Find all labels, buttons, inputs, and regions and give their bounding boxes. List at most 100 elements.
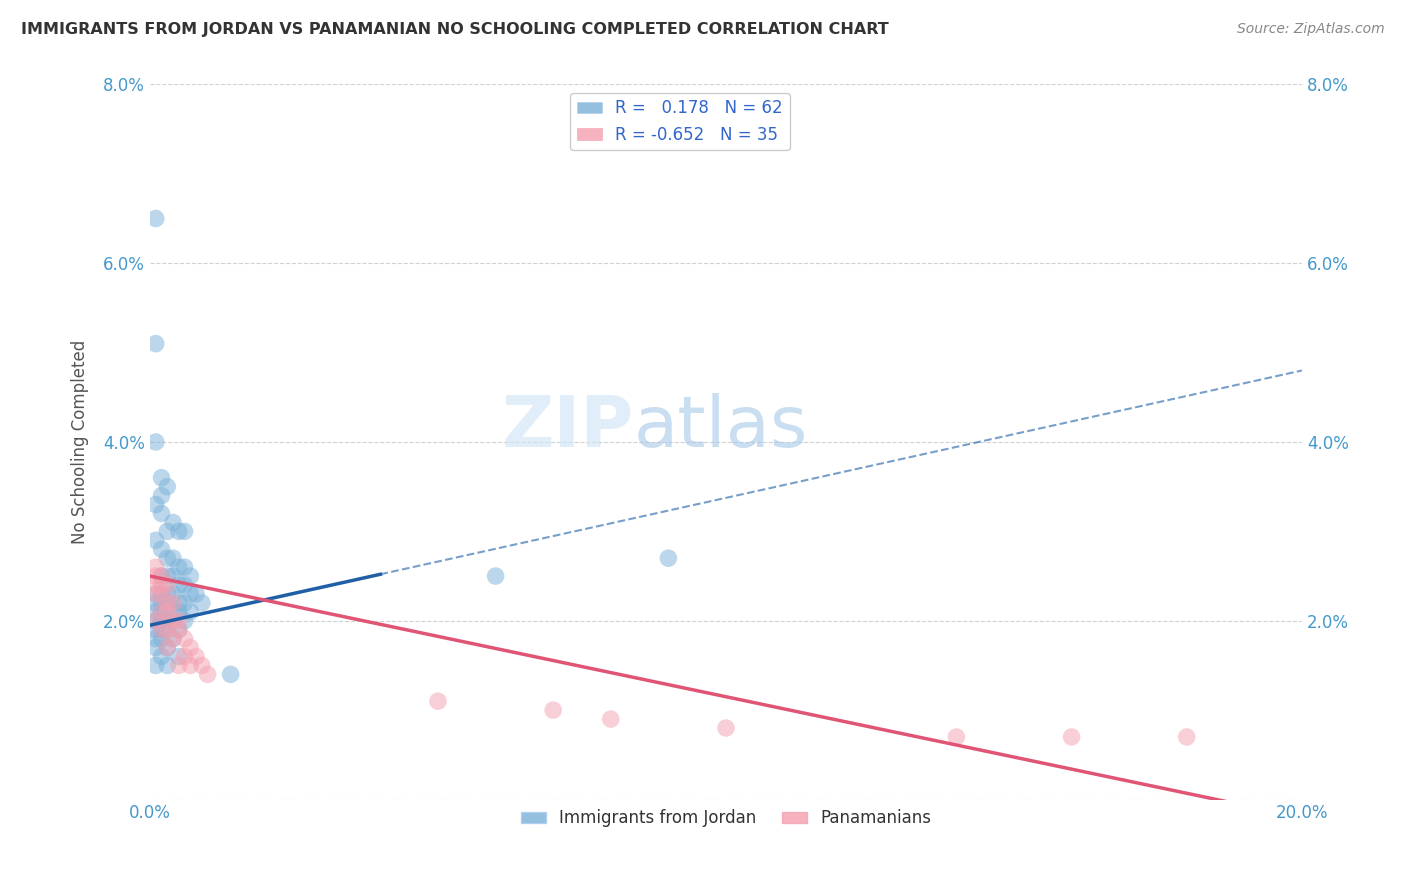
Point	[156, 480, 179, 494]
Point	[167, 560, 190, 574]
Point	[156, 623, 179, 637]
Point	[541, 703, 564, 717]
Point	[145, 614, 167, 628]
Point	[150, 605, 173, 619]
Point	[156, 614, 179, 628]
Point	[145, 336, 167, 351]
Point	[156, 587, 179, 601]
Point	[162, 587, 184, 601]
Point	[179, 587, 201, 601]
Text: Source: ZipAtlas.com: Source: ZipAtlas.com	[1237, 22, 1385, 37]
Point	[150, 623, 173, 637]
Point	[162, 605, 184, 619]
Point	[162, 632, 184, 646]
Point	[179, 569, 201, 583]
Point	[162, 569, 184, 583]
Point	[156, 640, 179, 655]
Point	[167, 649, 190, 664]
Point	[167, 614, 190, 628]
Text: atlas: atlas	[634, 393, 808, 462]
Point	[162, 516, 184, 530]
Point	[150, 471, 173, 485]
Text: IMMIGRANTS FROM JORDAN VS PANAMANIAN NO SCHOOLING COMPLETED CORRELATION CHART: IMMIGRANTS FROM JORDAN VS PANAMANIAN NO …	[21, 22, 889, 37]
Point	[167, 578, 190, 592]
Point	[145, 596, 167, 610]
Point	[162, 632, 184, 646]
Point	[145, 578, 167, 592]
Point	[167, 623, 190, 637]
Point	[145, 614, 167, 628]
Point	[150, 649, 173, 664]
Point	[150, 507, 173, 521]
Point	[167, 623, 190, 637]
Point	[167, 524, 190, 539]
Point	[179, 640, 201, 655]
Point	[173, 614, 195, 628]
Text: ZIP: ZIP	[502, 393, 634, 462]
Point	[657, 551, 679, 566]
Point	[191, 596, 214, 610]
Point	[145, 434, 167, 449]
Point	[184, 649, 207, 664]
Point	[150, 632, 173, 646]
Point	[162, 614, 184, 628]
Point	[173, 560, 195, 574]
Point	[167, 658, 190, 673]
Point	[184, 587, 207, 601]
Y-axis label: No Schooling Completed: No Schooling Completed	[72, 340, 89, 544]
Point	[150, 596, 173, 610]
Point	[145, 632, 167, 646]
Point	[1060, 730, 1083, 744]
Point	[150, 623, 173, 637]
Point	[145, 658, 167, 673]
Point	[156, 605, 179, 619]
Point	[197, 667, 219, 681]
Point	[150, 569, 173, 583]
Point	[145, 569, 167, 583]
Point	[179, 605, 201, 619]
Point	[145, 533, 167, 548]
Point	[145, 560, 167, 574]
Point	[150, 542, 173, 557]
Point	[945, 730, 967, 744]
Point	[162, 596, 184, 610]
Point	[145, 587, 167, 601]
Point	[173, 649, 195, 664]
Point	[219, 667, 242, 681]
Point	[156, 596, 179, 610]
Point	[145, 211, 167, 226]
Point	[156, 524, 179, 539]
Point	[173, 596, 195, 610]
Point	[150, 614, 173, 628]
Point	[150, 578, 173, 592]
Point	[173, 578, 195, 592]
Point	[156, 578, 179, 592]
Point	[173, 524, 195, 539]
Point	[145, 640, 167, 655]
Point	[150, 587, 173, 601]
Point	[156, 658, 179, 673]
Point	[167, 605, 190, 619]
Point	[599, 712, 621, 726]
Point	[167, 596, 190, 610]
Point	[145, 587, 167, 601]
Point	[145, 605, 167, 619]
Point	[162, 551, 184, 566]
Point	[156, 623, 179, 637]
Point	[156, 640, 179, 655]
Point	[145, 498, 167, 512]
Point	[150, 605, 173, 619]
Point	[427, 694, 450, 708]
Point	[173, 632, 195, 646]
Point	[156, 596, 179, 610]
Point	[150, 489, 173, 503]
Legend: Immigrants from Jordan, Panamanians: Immigrants from Jordan, Panamanians	[515, 803, 938, 834]
Point	[484, 569, 506, 583]
Point	[145, 623, 167, 637]
Point	[156, 569, 179, 583]
Point	[150, 569, 173, 583]
Point	[150, 587, 173, 601]
Point	[191, 658, 214, 673]
Point	[179, 658, 201, 673]
Point	[162, 614, 184, 628]
